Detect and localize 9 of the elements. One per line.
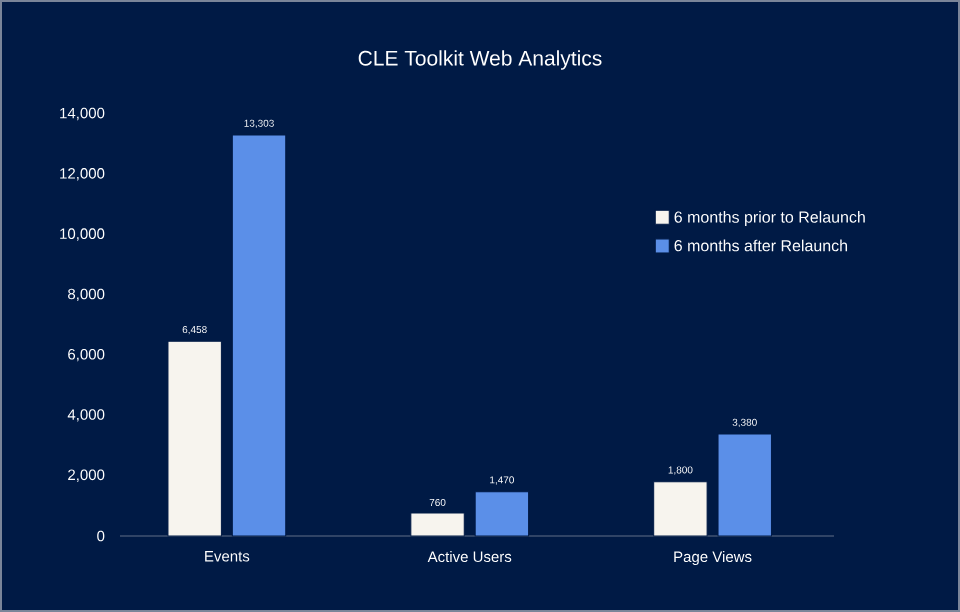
bar [167, 340, 222, 537]
legend-label: 6 months prior to Relaunch [674, 211, 865, 226]
legend-label: 6 months after Relaunch [674, 239, 848, 252]
bar [474, 491, 530, 537]
chart-title: CLE Toolkit Web Analytics [358, 50, 602, 70]
bar [231, 134, 287, 537]
bar [653, 481, 708, 537]
bar [717, 433, 772, 537]
bar [410, 512, 465, 537]
